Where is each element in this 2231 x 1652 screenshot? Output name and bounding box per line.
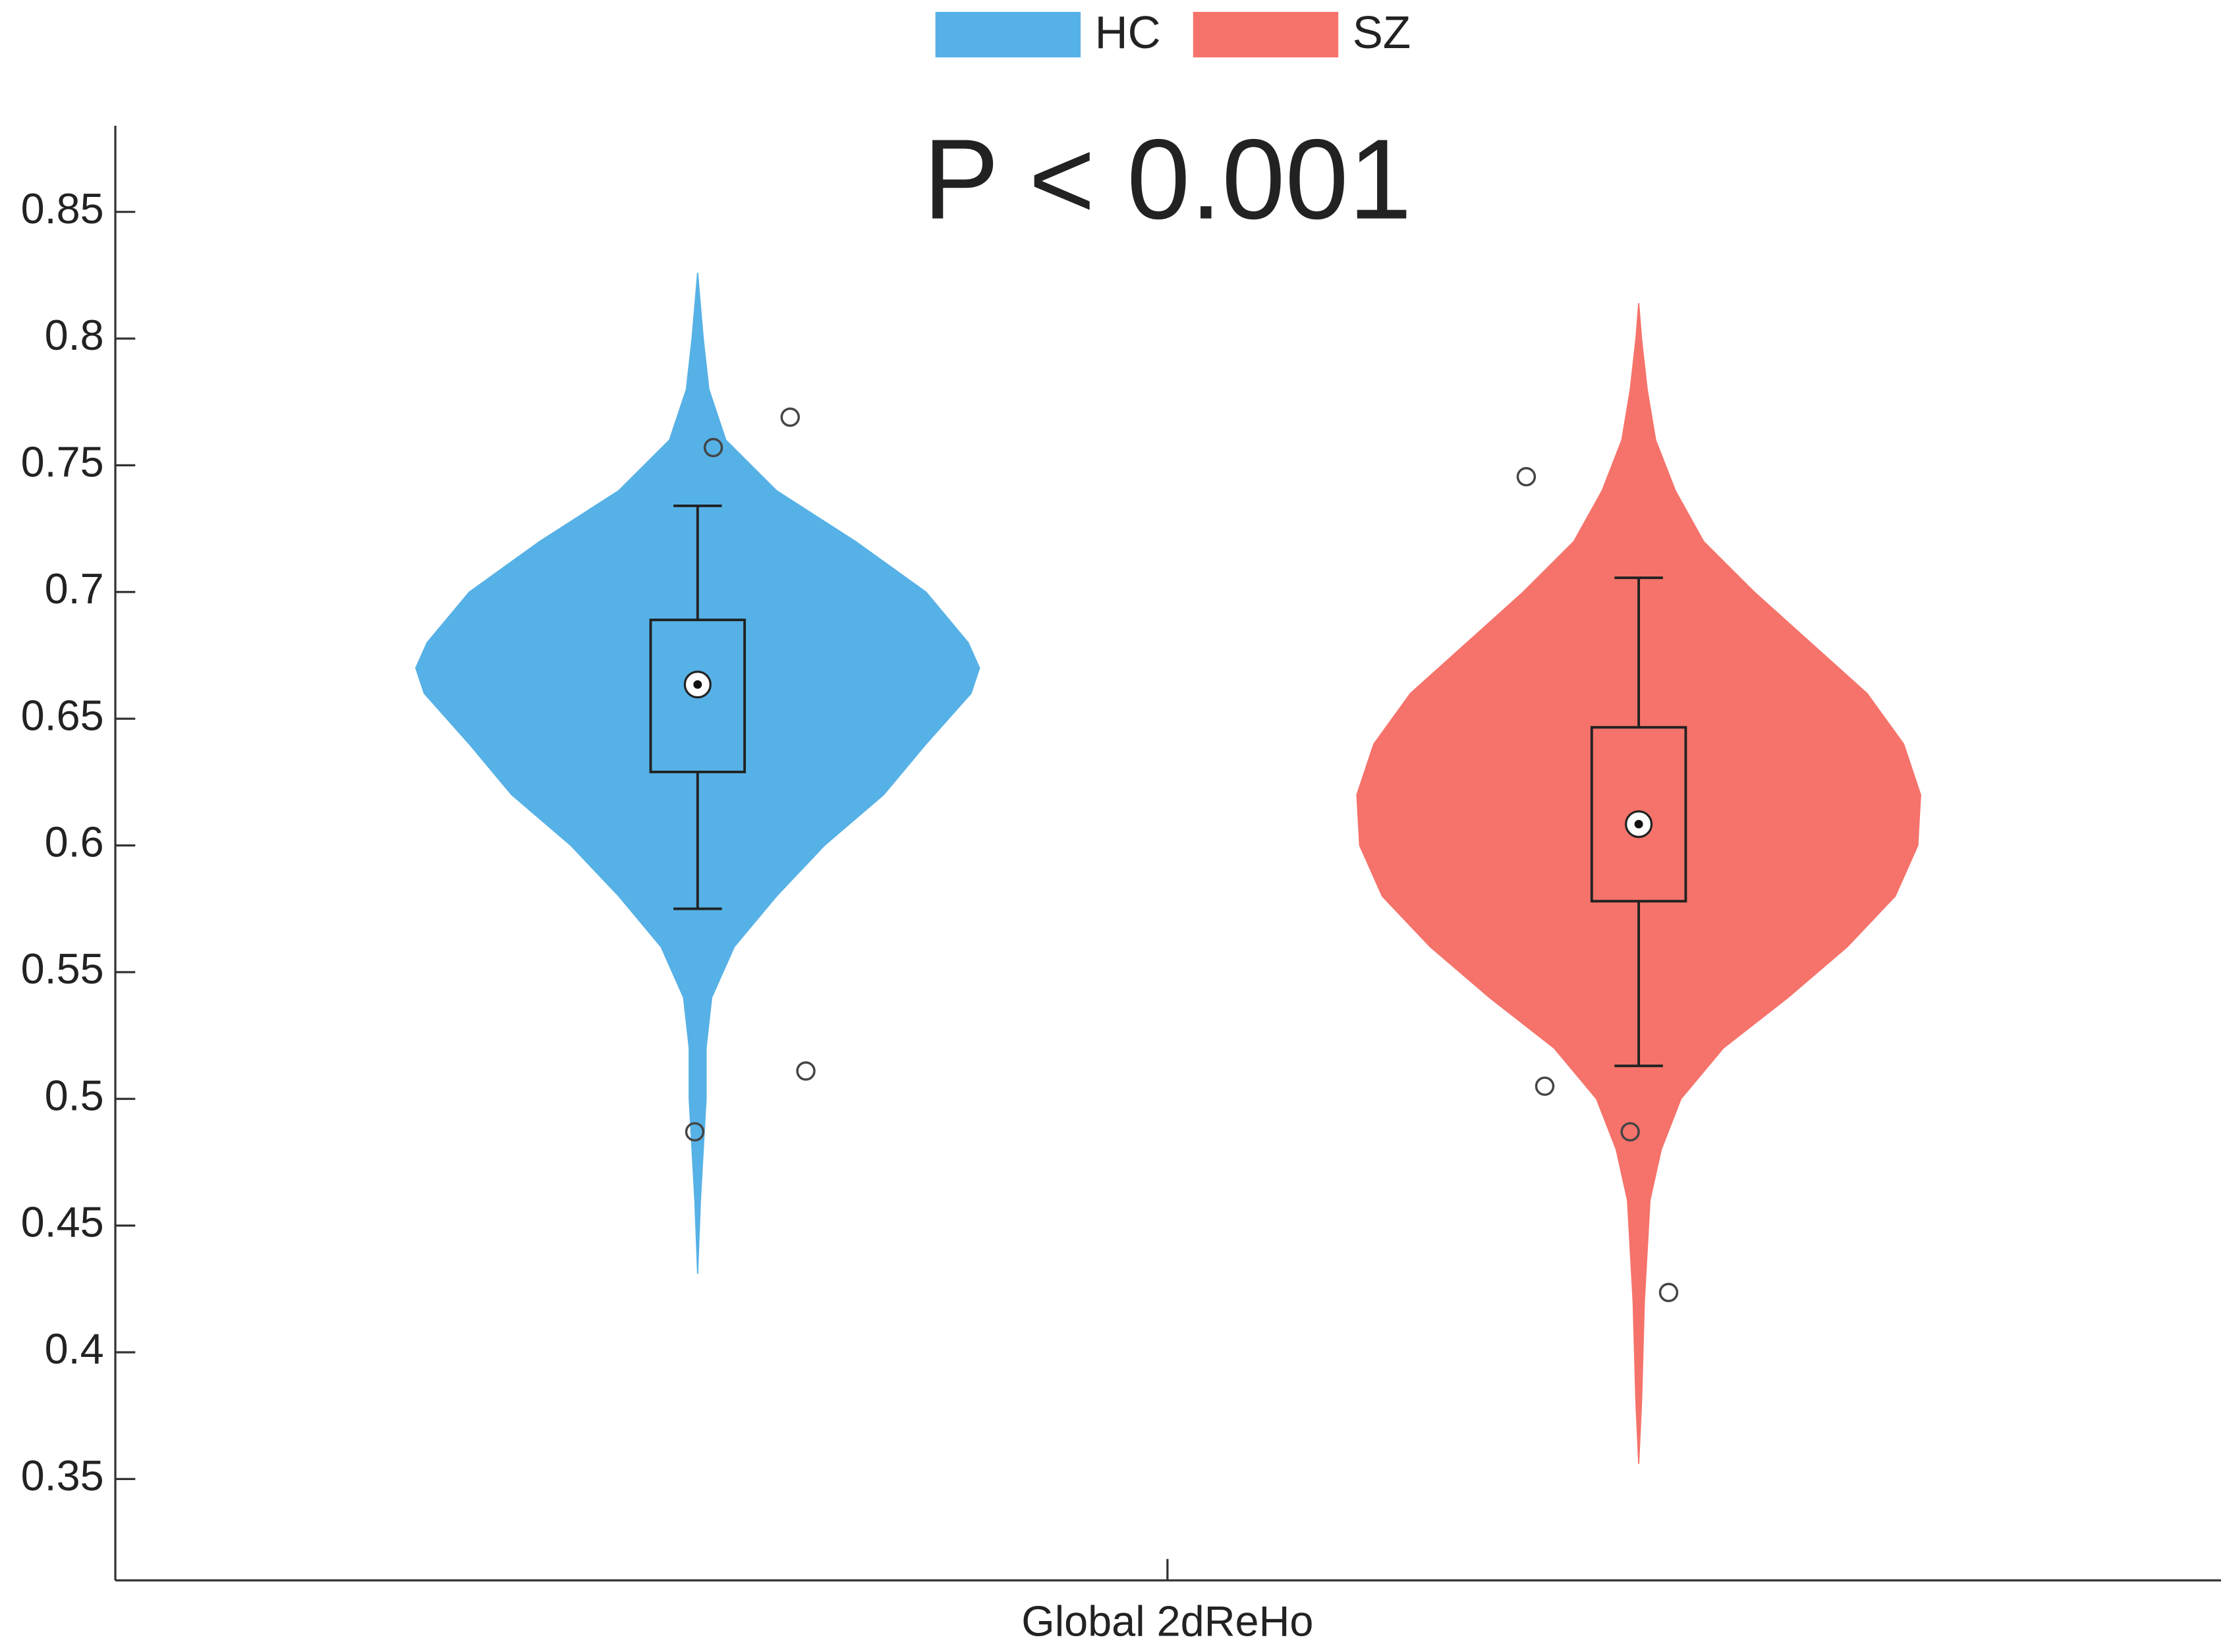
outlier: [1620, 1122, 1640, 1142]
y-tick-label: 0.35: [21, 1451, 104, 1499]
y-tick-label: 0.6: [45, 818, 104, 866]
outlier: [796, 1061, 816, 1081]
box: [649, 619, 747, 773]
y-tick-label: 0.65: [21, 691, 104, 739]
median-dot: [1634, 819, 1643, 829]
y-tick-label: 0.8: [45, 311, 104, 359]
outlier: [703, 437, 723, 458]
y-tick-label: 0.4: [45, 1325, 104, 1373]
outlier: [780, 407, 800, 427]
y-tick-label: 0.7: [45, 564, 104, 613]
outlier: [685, 1122, 705, 1142]
violin-half: [1356, 303, 1639, 1464]
violin-half: [696, 272, 980, 1274]
legend-swatch: [935, 12, 1081, 58]
outlier: [1516, 467, 1537, 487]
legend-swatch: [1193, 12, 1339, 58]
median-dot: [693, 680, 702, 689]
y-tick-label: 0.85: [21, 184, 104, 233]
legend-label: HC: [1095, 7, 1161, 58]
y-tick-label: 0.75: [21, 438, 104, 486]
legend-label: SZ: [1353, 7, 1411, 58]
violin-half: [1638, 303, 1921, 1464]
y-tick-label: 0.45: [21, 1198, 104, 1246]
box: [1590, 726, 1687, 903]
y-tick-label: 0.55: [21, 945, 104, 993]
y-tick-label: 0.5: [45, 1071, 104, 1119]
chart-title: P < 0.001: [923, 116, 1412, 243]
x-tick-label: Global 2dReHo: [1021, 1597, 1313, 1645]
outlier: [1658, 1282, 1679, 1302]
outlier: [1535, 1076, 1555, 1096]
